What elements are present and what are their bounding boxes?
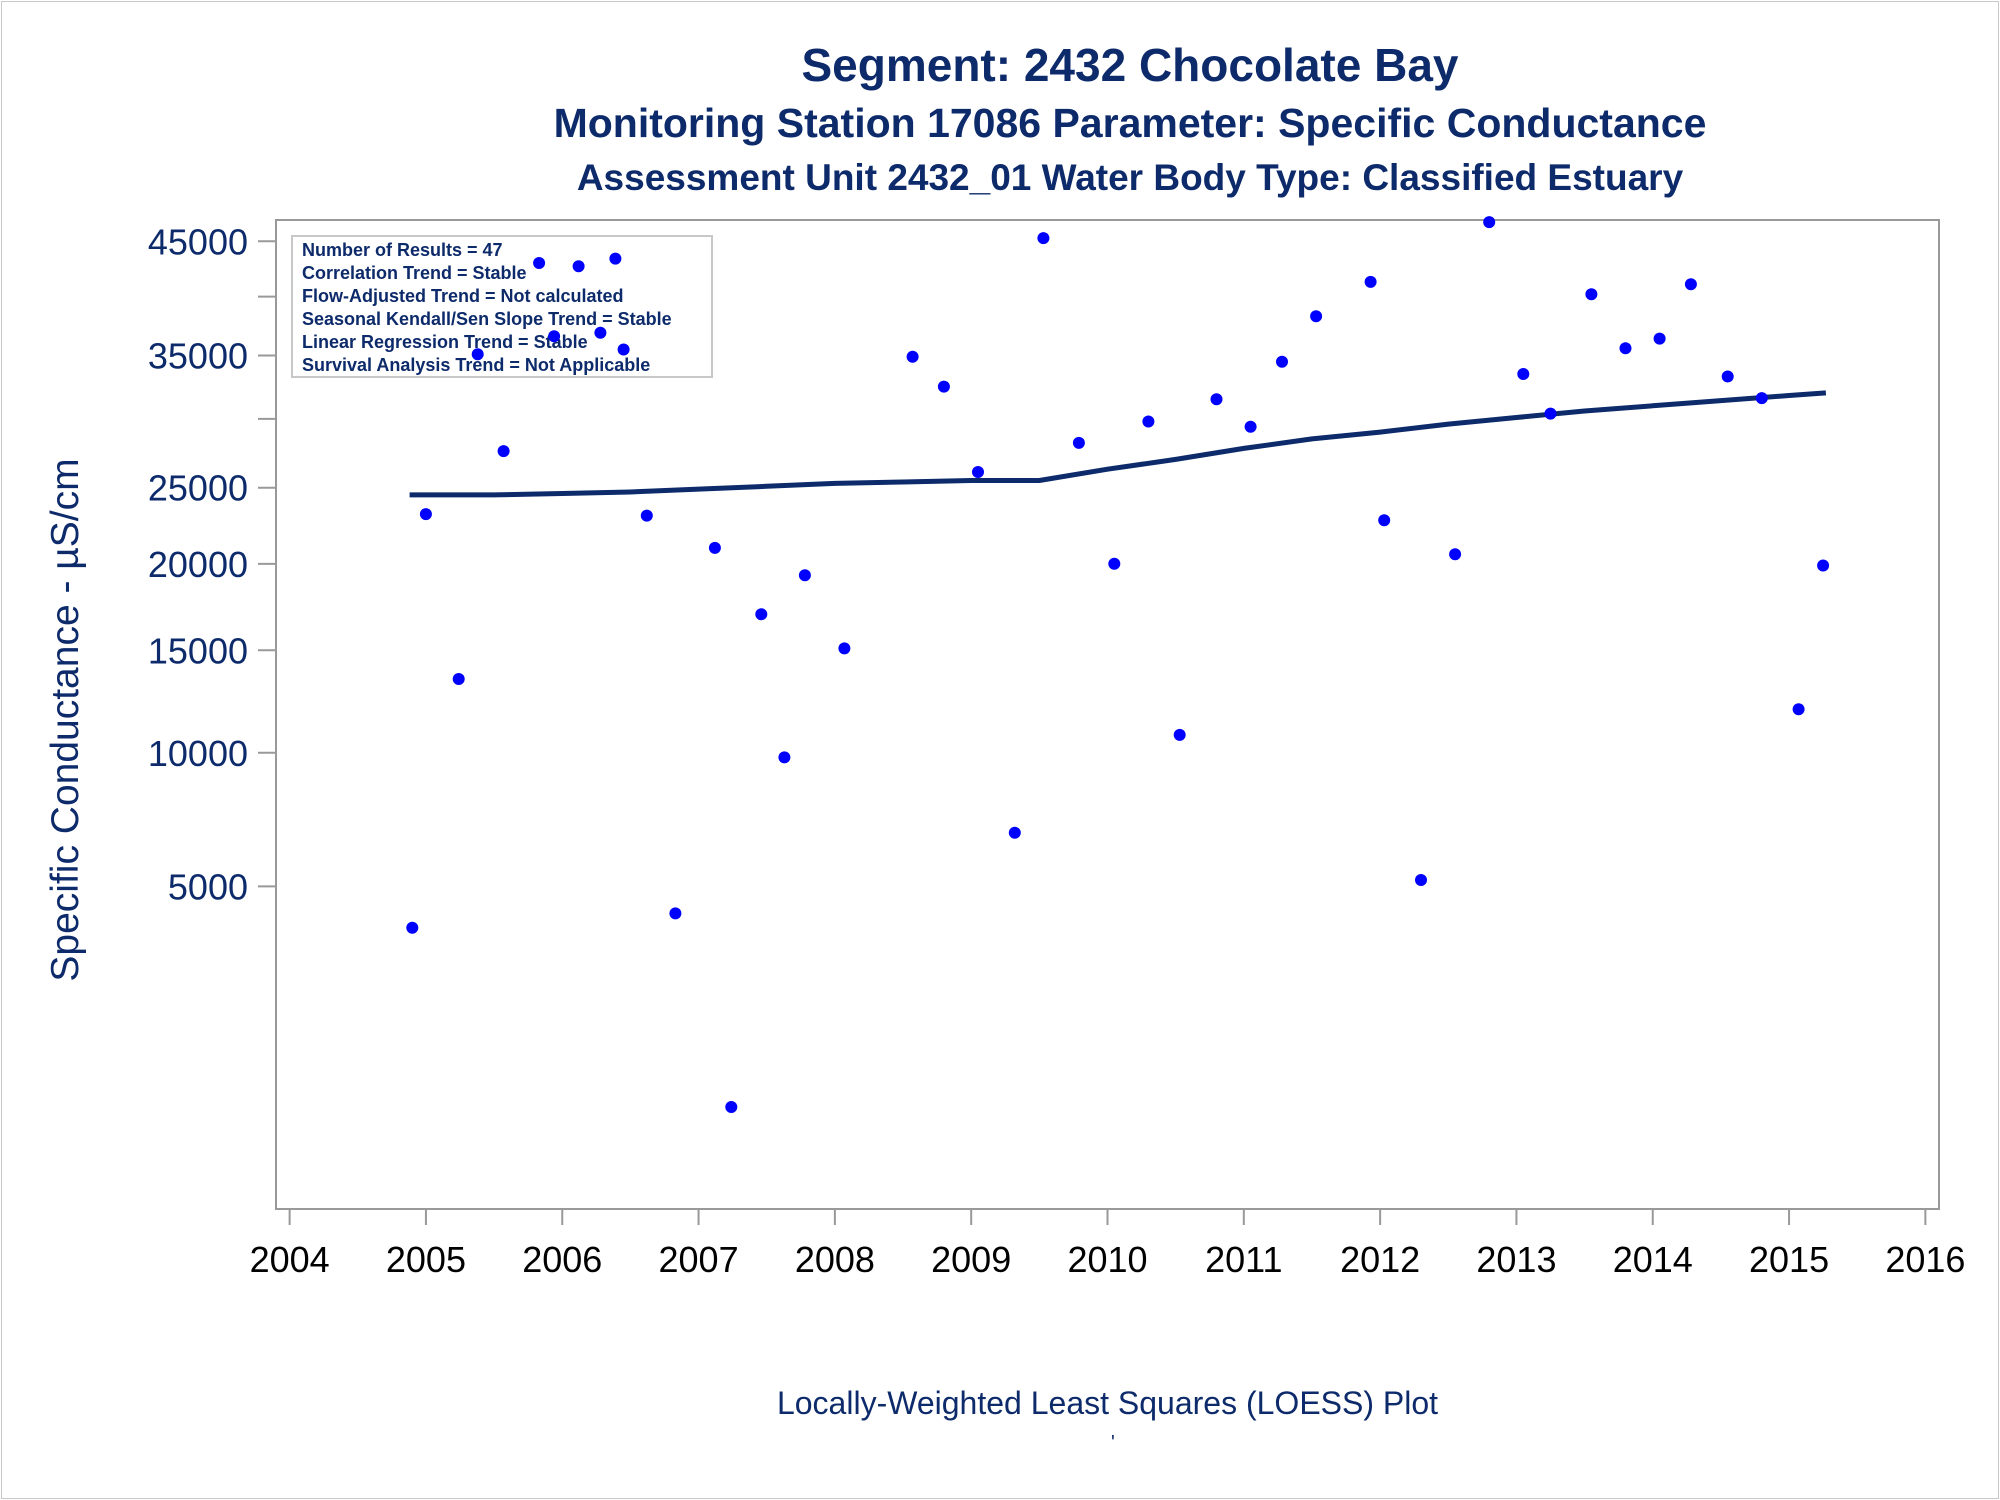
data-point: [533, 257, 546, 269]
data-point: [1517, 368, 1530, 380]
y-tick-label: 35000: [148, 336, 248, 377]
data-points-layer: [406, 216, 1830, 1113]
stats-inset: Number of Results = 47 Correlation Trend …: [291, 235, 713, 378]
data-point: [1585, 288, 1598, 301]
x-axis-label: Locally-Weighted Least Squares (LOESS) P…: [776, 1385, 1439, 1421]
data-point: [497, 445, 510, 458]
x-tick-label: 2013: [1476, 1239, 1556, 1280]
data-point: [1037, 232, 1050, 245]
stats-inset-line: Flow-Adjusted Trend = Not calculated: [302, 286, 624, 306]
chart-subtitle-assessment: Assessment Unit 2432_01 Water Body Type:…: [576, 157, 1684, 198]
stats-inset-line: Linear Regression Trend = Stable: [302, 332, 588, 352]
data-point: [906, 350, 919, 363]
data-point: [1817, 559, 1830, 572]
data-point: [406, 921, 419, 934]
data-point: [708, 541, 721, 554]
x-tick-label: 2012: [1340, 1239, 1420, 1280]
y-axis-label: Specific Conductance - µS/cm: [44, 458, 87, 982]
y-tick-label: 15000: [148, 630, 248, 671]
chart-title: Segment: 2432 Chocolate Bay: [801, 39, 1459, 91]
x-tick-label: 2005: [386, 1239, 466, 1280]
data-point: [1142, 415, 1155, 428]
data-point: [548, 330, 561, 343]
data-point: [1684, 278, 1697, 291]
x-tick-label: 2011: [1205, 1239, 1282, 1280]
data-point: [1449, 548, 1462, 561]
stats-inset-line: Number of Results = 47: [302, 240, 503, 260]
data-point: [937, 380, 950, 393]
data-point: [1653, 332, 1666, 345]
data-point: [617, 343, 630, 356]
data-point: [1310, 310, 1323, 323]
data-point: [1173, 728, 1186, 741]
y-tick-label: 10000: [148, 733, 248, 774]
data-point: [778, 751, 791, 764]
data-point: [798, 569, 811, 582]
data-point: [594, 326, 607, 339]
data-point: [1364, 275, 1377, 288]
data-point: [452, 673, 465, 685]
data-point: [1072, 436, 1085, 449]
data-point: [640, 509, 653, 522]
x-tick-label: 2015: [1749, 1239, 1829, 1280]
data-point: [419, 508, 432, 521]
x-tick-label: 2009: [931, 1239, 1011, 1280]
x-tick-label: 2016: [1885, 1239, 1965, 1280]
x-tick-label: 2010: [1067, 1239, 1147, 1280]
stats-inset-line: Seasonal Kendall/Sen Slope Trend = Stabl…: [302, 309, 672, 329]
x-tick-label: 2008: [795, 1239, 875, 1280]
data-point: [572, 260, 585, 273]
data-point: [1108, 557, 1121, 570]
y-tick-label: 20000: [148, 544, 248, 585]
footer-mark: ': [1111, 1432, 1115, 1454]
loess-trend-line: [409, 390, 1827, 498]
data-point: [609, 252, 622, 265]
stats-inset-line: Correlation Trend = Stable: [302, 263, 527, 283]
data-point: [1721, 370, 1734, 383]
data-point: [669, 907, 682, 920]
stats-inset-line: Survival Analysis Trend = Not Applicable: [302, 355, 650, 375]
data-point: [1008, 826, 1021, 839]
y-tick-label: 25000: [148, 468, 248, 509]
x-axis: 2004 2005 2006 2007 2008 2009 2010 2011 2012 2013…: [250, 1209, 1965, 1280]
y-tick-label: 5000: [168, 866, 248, 907]
x-tick-label: 2007: [659, 1239, 739, 1280]
stats-inset-box: [291, 235, 713, 378]
data-point: [1244, 420, 1257, 433]
x-tick-label: 2004: [250, 1239, 330, 1280]
data-point: [725, 1101, 738, 1113]
x-tick-label: 2014: [1613, 1239, 1693, 1280]
data-point: [471, 348, 484, 361]
loess-line-layer: [409, 390, 1827, 498]
data-point: [1619, 342, 1632, 355]
data-point: [1755, 392, 1768, 405]
chart-subtitle-station: Monitoring Station 17086 Parameter: Spec…: [553, 100, 1707, 146]
x-tick-label: 2006: [522, 1239, 602, 1280]
data-point: [1378, 514, 1391, 527]
y-tick-label: 45000: [148, 221, 248, 262]
data-point: [1415, 874, 1427, 886]
y-axis: 5000 10000 15000 20000 25000 35000 45000: [148, 221, 276, 907]
data-point: [755, 608, 768, 621]
data-point: [972, 466, 984, 478]
data-point: [1792, 703, 1805, 716]
data-point: [1483, 216, 1496, 229]
data-point: [1276, 355, 1288, 368]
data-point: [1544, 407, 1557, 420]
data-point: [838, 642, 851, 655]
data-point: [1210, 393, 1223, 406]
